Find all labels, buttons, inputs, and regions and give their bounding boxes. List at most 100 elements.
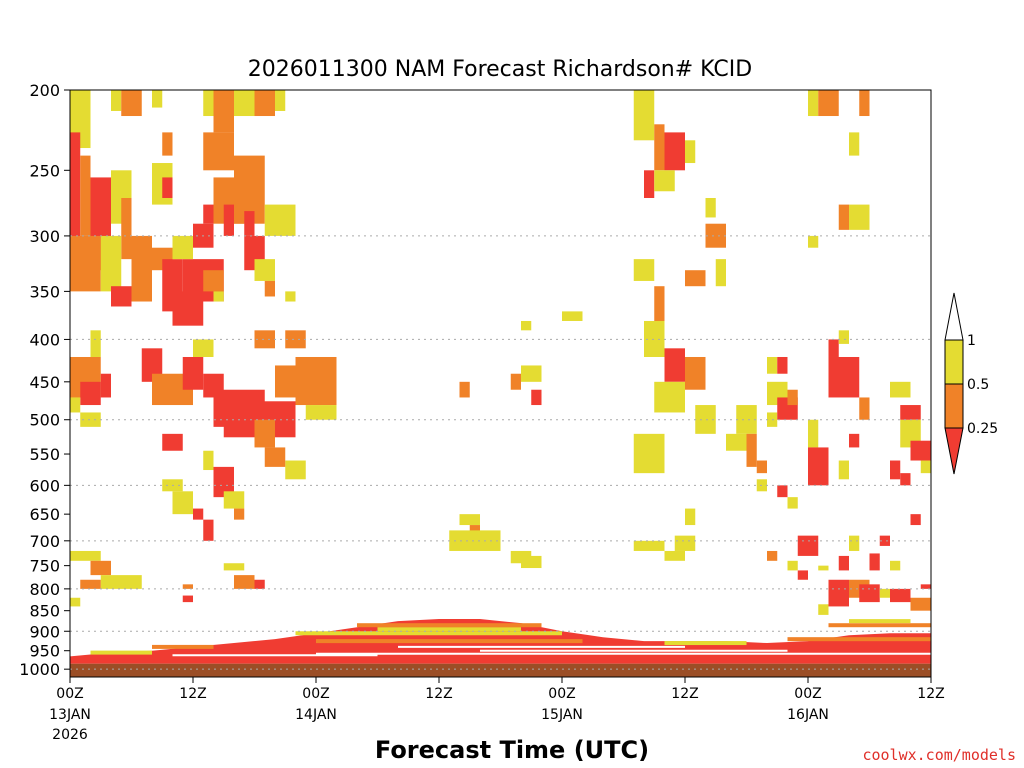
- ri-patch: [746, 433, 757, 467]
- surface-boundary-layer: [70, 619, 931, 664]
- ri-patch: [90, 560, 111, 576]
- ri-patch: [828, 356, 860, 398]
- ri-patch: [459, 514, 480, 526]
- ground-layer: [70, 663, 931, 677]
- y-tick-label: 850: [29, 602, 60, 621]
- ri-patch: [808, 90, 819, 117]
- ri-patch: [469, 525, 480, 536]
- ri-patch: [80, 155, 91, 236]
- ri-patch: [264, 204, 296, 236]
- ri-patch: [254, 419, 275, 448]
- plot-frame: [69, 89, 932, 678]
- ri-patch: [223, 491, 245, 509]
- ri-patch: [172, 291, 204, 326]
- ri-patch: [756, 460, 767, 474]
- ri-patch: [254, 330, 275, 349]
- ri-patch: [726, 433, 747, 451]
- ri-patch: [890, 460, 901, 480]
- ri-patch: [838, 204, 849, 230]
- ri-patch: [654, 170, 675, 192]
- ri-patch: [654, 124, 665, 171]
- ri-patch: [213, 291, 224, 302]
- ri-patch: [633, 540, 665, 551]
- surface-streak: [295, 631, 562, 636]
- y-tick-label: 400: [29, 330, 60, 349]
- ri-patch: [910, 405, 921, 420]
- ri-patch: [172, 235, 193, 260]
- ri-patch: [838, 330, 849, 344]
- ri-patch: [510, 373, 521, 390]
- ri-patch: [213, 466, 234, 498]
- ri-patch: [838, 460, 849, 480]
- ri-patch: [910, 597, 931, 611]
- ri-patches: [70, 90, 931, 615]
- y-tick-label: 200: [29, 81, 60, 100]
- ri-patch: [152, 90, 163, 108]
- ri-patch: [203, 204, 214, 224]
- ri-patch: [162, 177, 173, 198]
- surface-streak: [849, 619, 911, 624]
- ri-patch: [849, 132, 860, 156]
- ri-patch: [182, 356, 204, 390]
- ri-patch: [838, 555, 849, 571]
- ri-patch: [910, 514, 921, 526]
- ri-patch: [900, 473, 911, 486]
- ri-patch: [787, 560, 798, 571]
- ri-patch: [70, 132, 81, 260]
- ri-patch: [70, 235, 101, 292]
- ri-patch: [80, 412, 101, 427]
- ri-patch: [797, 570, 808, 580]
- ri-patch: [818, 565, 829, 571]
- legend-label: 1: [967, 333, 976, 349]
- ri-patch: [633, 90, 655, 141]
- colorbar-legend: 1 0.5 0.25: [944, 292, 998, 475]
- ri-patch: [264, 280, 275, 297]
- ri-patch: [900, 405, 911, 420]
- x-tick-label: 12Z: [917, 686, 944, 702]
- y-tick-label: 250: [29, 161, 60, 180]
- ri-patch: [808, 419, 819, 448]
- y-tick-label: 800: [29, 580, 60, 599]
- ri-patch: [849, 433, 860, 448]
- ri-patch: [787, 497, 798, 509]
- ri-patch: [295, 356, 337, 406]
- ri-patch: [234, 575, 255, 589]
- ri-patch: [244, 211, 255, 236]
- ri-patch: [654, 381, 685, 413]
- y-axis-ticks: 200 250 300 350 400 450 500 550 600 650 700 750 800 8…: [19, 81, 70, 679]
- ri-patch: [859, 397, 870, 420]
- ri-patch: [777, 356, 788, 374]
- ri-patch: [664, 348, 685, 382]
- ri-patch: [70, 550, 101, 561]
- y-tick-label: 700: [29, 532, 60, 551]
- ri-patch: [70, 597, 81, 607]
- ri-patch: [674, 535, 696, 551]
- ri-patch: [715, 259, 726, 287]
- ground-fill: [70, 663, 931, 677]
- x-tick-date: 13JAN: [49, 707, 91, 723]
- ri-patch: [705, 197, 716, 218]
- ri-patch: [111, 90, 122, 111]
- surface-streak: [152, 644, 214, 649]
- x-tick-label: 00Z: [56, 686, 83, 702]
- x-tick-date: 16JAN: [787, 707, 829, 723]
- ri-patch: [849, 535, 860, 551]
- y-tick-label: 750: [29, 557, 60, 576]
- ri-patch: [90, 330, 101, 357]
- ri-patch: [213, 90, 234, 133]
- ri-patch: [890, 588, 911, 603]
- ri-patch: [131, 235, 152, 302]
- y-tick-label: 650: [29, 505, 60, 524]
- surface-streak: [316, 639, 583, 644]
- ri-patch: [859, 90, 870, 117]
- x-tick-label: 12Z: [425, 686, 452, 702]
- surface-streak: [664, 641, 747, 646]
- ri-patch: [121, 197, 132, 260]
- x-tick-label: 12Z: [671, 686, 698, 702]
- ri-patch: [879, 588, 890, 598]
- ri-patch: [203, 90, 214, 117]
- ri-patch: [285, 291, 296, 302]
- ri-patch: [223, 204, 234, 236]
- x-tick-label: 00Z: [548, 686, 575, 702]
- ri-patch: [879, 535, 890, 546]
